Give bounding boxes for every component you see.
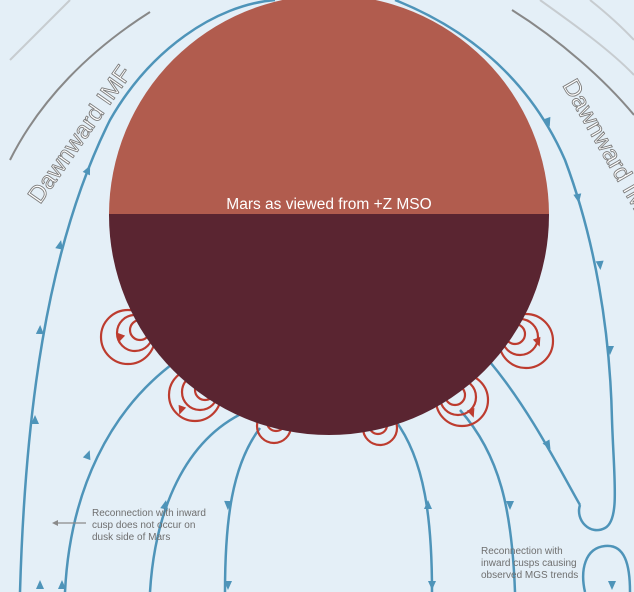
arrow-up-4 (82, 165, 91, 176)
outer-imf-line-left-2 (9, 0, 71, 61)
arrow-up-1 (31, 415, 39, 424)
note-right-line-2: inward cusps causing (481, 558, 577, 569)
field-line-arrows (31, 116, 616, 590)
crustal-loop-arrows (117, 332, 541, 418)
note-right: Reconnection with inward cusps causing o… (481, 546, 578, 581)
arrow-down-7 (428, 581, 436, 590)
arrow-up-5 (82, 450, 91, 461)
field-line-lower-right-loop (581, 544, 632, 592)
arrow-down-8 (506, 501, 514, 510)
arrow-up-6 (160, 500, 169, 510)
field-line-inner-center-left (223, 427, 261, 592)
field-line-outer-right (394, 0, 617, 532)
note-left-line-1: Reconnection with inward (92, 508, 206, 519)
outer-imf-line-left-1 (9, 11, 151, 161)
field-line-inner-right-2 (489, 361, 582, 506)
mars-nightside (109, 214, 549, 435)
field-line-inner-left-2 (148, 410, 246, 592)
note-left: Reconnection with inward cusp does not o… (52, 508, 206, 543)
note-left-line-3: dusk side of Mars (92, 532, 170, 543)
outer-imf-line-right-2 (539, 0, 634, 76)
arrow-down-2 (573, 193, 582, 203)
arrow-up-2 (35, 325, 44, 335)
outer-imf-line-right-3 (589, 0, 634, 41)
arrow-down-3 (595, 260, 604, 270)
mars-disk (109, 0, 549, 435)
note-right-line-1: Reconnection with (481, 546, 563, 557)
field-line-inner-right-1 (459, 409, 517, 592)
arrow-down-10 (608, 581, 616, 590)
arrow-up-7 (424, 500, 432, 509)
mars-caption: Mars as viewed from +Z MSO (226, 196, 431, 213)
field-line-inner-center-right (393, 419, 434, 592)
arrow-down-5 (224, 500, 233, 510)
mars-dayside (109, 0, 549, 214)
note-right-line-3: observed MGS trends (481, 570, 578, 581)
arrow-down-1 (542, 116, 551, 127)
field-line-inner-left-1 (63, 360, 176, 592)
arrow-up-8 (36, 580, 44, 589)
note-left-line-2: cusp does not occur on (92, 520, 195, 531)
arrow-down-9 (542, 439, 551, 450)
note-left-arrowhead (52, 520, 58, 526)
arrow-up-3 (55, 240, 64, 250)
outer-imf-lines (9, 0, 634, 161)
outer-imf-line-right-1 (511, 9, 634, 116)
arrow-up-9 (58, 580, 66, 589)
arrow-down-6 (224, 581, 232, 590)
arrow-down-4 (606, 346, 614, 355)
